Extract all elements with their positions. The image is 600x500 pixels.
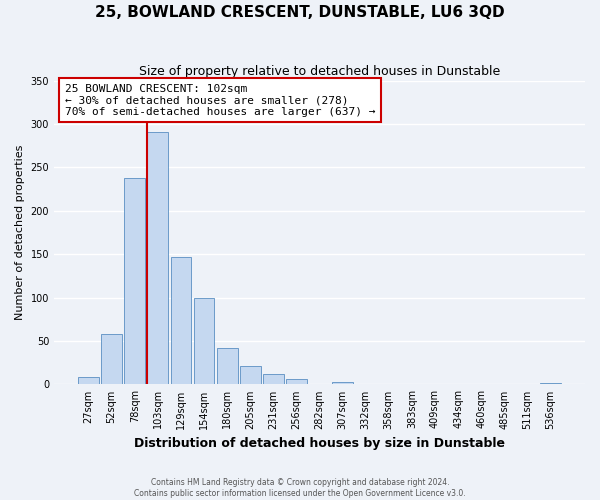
X-axis label: Distribution of detached houses by size in Dunstable: Distribution of detached houses by size … bbox=[134, 437, 505, 450]
Bar bbox=[101, 334, 122, 384]
Bar bbox=[263, 374, 284, 384]
Bar bbox=[332, 382, 353, 384]
Text: Contains HM Land Registry data © Crown copyright and database right 2024.
Contai: Contains HM Land Registry data © Crown c… bbox=[134, 478, 466, 498]
Text: 25 BOWLAND CRESCENT: 102sqm
← 30% of detached houses are smaller (278)
70% of se: 25 BOWLAND CRESCENT: 102sqm ← 30% of det… bbox=[65, 84, 375, 117]
Title: Size of property relative to detached houses in Dunstable: Size of property relative to detached ho… bbox=[139, 65, 500, 78]
Bar bbox=[217, 348, 238, 385]
Bar bbox=[540, 382, 561, 384]
Text: 25, BOWLAND CRESCENT, DUNSTABLE, LU6 3QD: 25, BOWLAND CRESCENT, DUNSTABLE, LU6 3QD bbox=[95, 5, 505, 20]
Bar bbox=[124, 178, 145, 384]
Bar bbox=[240, 366, 260, 384]
Bar bbox=[148, 132, 168, 384]
Bar bbox=[286, 379, 307, 384]
Y-axis label: Number of detached properties: Number of detached properties bbox=[15, 145, 25, 320]
Bar bbox=[194, 298, 214, 384]
Bar bbox=[78, 378, 99, 384]
Bar bbox=[170, 257, 191, 384]
